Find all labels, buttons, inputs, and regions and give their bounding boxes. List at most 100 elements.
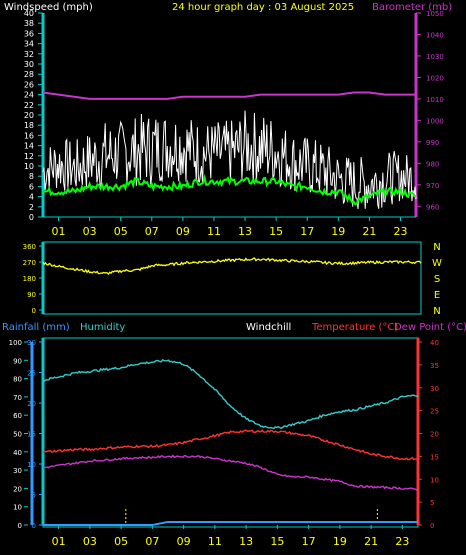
hour-label: 17: [300, 225, 314, 238]
wind-tick-label: 32: [24, 50, 34, 59]
windchill-label: Windchill: [246, 322, 291, 333]
temperature-tick-label: 5: [430, 499, 434, 507]
compass-label: N: [433, 242, 440, 253]
humidity-tick-label: 30: [13, 467, 22, 475]
barometer-title: Barometer (mb): [372, 2, 452, 13]
wind-direction-series: [42, 257, 422, 276]
humidity-label: Humidity: [80, 322, 125, 333]
wind-tick-label: 14: [24, 142, 34, 151]
direction-tick-label: 360: [23, 243, 36, 251]
windspeed-title: Windspeed (mph): [4, 2, 93, 13]
graph-day-title: 24 hour graph day : 03 August 2025: [172, 2, 354, 13]
rainfall-series: [43, 521, 418, 526]
hour-label-lower: 03: [83, 535, 97, 548]
wind-tick-label: 22: [24, 101, 34, 110]
rain-tick-label: 0: [32, 522, 36, 530]
hour-label-lower: 19: [333, 535, 347, 548]
hour-label: 23: [393, 225, 407, 238]
humidity-tick-label: 100: [9, 339, 22, 347]
hour-label-lower: 09: [177, 535, 191, 548]
hour-label: 09: [176, 225, 190, 238]
hour-label-lower: 13: [239, 535, 253, 548]
hour-label: 13: [238, 225, 252, 238]
humidity-tick-label: 60: [13, 412, 22, 420]
compass-label: S: [434, 274, 440, 285]
hour-label: 01: [52, 225, 66, 238]
rain-tick-label: 25: [27, 370, 36, 378]
wind-barometer-panel: 0246810121416182022242628303234363840960…: [24, 9, 444, 238]
wind-tick-label: 18: [24, 121, 34, 130]
wind-tick-label: 28: [24, 70, 34, 79]
hour-label: 21: [362, 225, 376, 238]
barometer-tick-label: 1020: [426, 74, 444, 82]
hour-label: 15: [269, 225, 283, 238]
temperature-tick-label: 20: [430, 431, 439, 439]
barometer-series: [42, 91, 416, 100]
temperature-tick-label: 25: [430, 408, 439, 416]
wind-tick-label: 8: [29, 172, 34, 181]
humidity-tick-label: 40: [13, 449, 22, 457]
temperature-series: [42, 429, 419, 461]
hour-label: 03: [83, 225, 97, 238]
hour-label-lower: 07: [145, 535, 159, 548]
barometer-tick-label: 980: [426, 160, 439, 168]
humidity-series: [42, 358, 419, 430]
wind-tick-label: 34: [24, 40, 34, 49]
rainfall-label: Rainfall (mm): [2, 322, 70, 333]
hour-label-lower: 05: [114, 535, 128, 548]
temperature-humidity-panel: 0102030405060708090100051015202530051015…: [9, 337, 439, 548]
rain-tick-label: 10: [27, 461, 36, 469]
hour-label-lower: 11: [208, 535, 222, 548]
hour-label: 07: [145, 225, 159, 238]
temperature-tick-label: 15: [430, 453, 439, 461]
wind-tick-label: 6: [29, 182, 34, 191]
wind-tick-label: 38: [24, 19, 34, 28]
hour-label-lower: 17: [302, 535, 316, 548]
wind-tick-label: 30: [24, 60, 34, 69]
windspeed-series: [42, 110, 417, 210]
direction-tick-label: 180: [23, 275, 36, 283]
direction-tick-label: 90: [27, 291, 36, 299]
direction-tick-label: 0: [32, 307, 36, 315]
hour-label-lower: 15: [270, 535, 284, 548]
temperature-tick-label: 0: [430, 522, 434, 530]
compass-label: W: [432, 258, 442, 269]
barometer-tick-label: 1030: [426, 53, 444, 61]
wind-tick-label: 24: [24, 91, 34, 100]
temperature-tick-label: 10: [430, 476, 439, 484]
wind-tick-label: 26: [24, 80, 34, 89]
compass-label: N: [433, 306, 440, 317]
direction-tick-label: 270: [23, 259, 36, 267]
rain-tick-label: 30: [27, 339, 36, 347]
rain-tick-label: 15: [27, 431, 36, 439]
dewpoint-label: Dew Point (°C): [394, 322, 466, 333]
humidity-tick-label: 10: [13, 504, 22, 512]
wind-tick-label: 36: [24, 29, 34, 38]
barometer-tick-label: 1010: [426, 96, 444, 104]
hour-label: 05: [114, 225, 128, 238]
barometer-tick-label: 970: [426, 182, 439, 190]
barometer-tick-label: 960: [426, 203, 439, 211]
average-wind-series: [42, 173, 416, 206]
humidity-tick-label: 90: [13, 357, 22, 365]
humidity-tick-label: 20: [13, 485, 22, 493]
humidity-tick-label: 0: [18, 522, 22, 530]
barometer-tick-label: 1040: [426, 31, 444, 39]
compass-label: E: [434, 290, 440, 301]
rain-tick-label: 20: [27, 400, 36, 408]
hour-label: 11: [207, 225, 221, 238]
humidity-tick-label: 80: [13, 376, 22, 384]
barometer-tick-label: 1050: [426, 10, 444, 18]
barometer-tick-label: 1000: [426, 117, 444, 125]
hour-label-lower: 21: [364, 535, 378, 548]
temperature-label: Temperature (°C): [311, 322, 398, 333]
hour-label: 19: [331, 225, 345, 238]
wind-tick-label: 20: [24, 111, 34, 120]
wind-tick-label: 40: [24, 9, 34, 18]
temperature-tick-label: 40: [430, 339, 439, 347]
hour-label-lower: 01: [52, 535, 66, 548]
dewpoint-series: [42, 454, 418, 491]
